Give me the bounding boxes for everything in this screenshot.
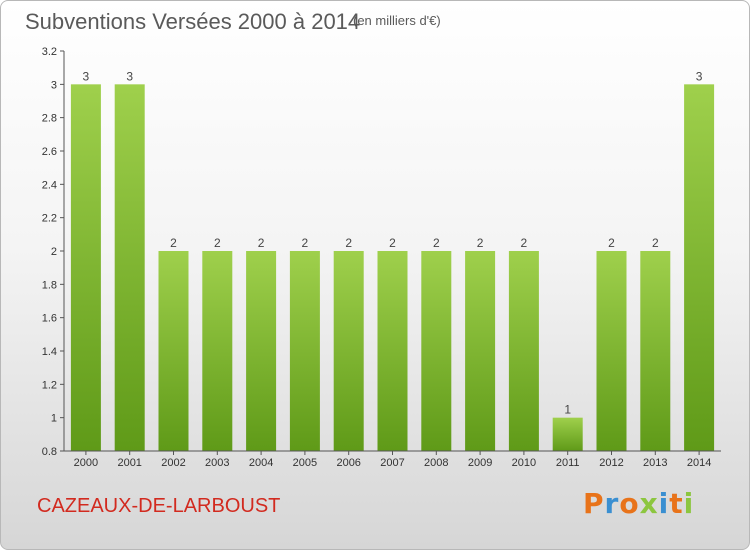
chart-title: Subventions Versées 2000 à 2014 (25, 9, 361, 34)
bar-2003 (202, 251, 233, 451)
logo-letter: r (604, 487, 620, 520)
value-label: 2 (170, 236, 177, 250)
bar-2013 (640, 251, 671, 451)
y-tick-label: 2.8 (42, 113, 57, 125)
value-label: 2 (302, 236, 309, 250)
value-label: 2 (258, 236, 265, 250)
bar-2004 (246, 251, 277, 451)
bar-2008 (421, 251, 452, 451)
x-tick-label: 2010 (512, 457, 536, 469)
bar-2012 (596, 251, 627, 451)
value-label: 2 (477, 236, 484, 250)
x-tick-label: 2008 (424, 457, 448, 469)
logo-letter: t (669, 487, 684, 520)
bar-2009 (465, 251, 496, 451)
bar-2001 (114, 84, 145, 451)
value-label: 1 (564, 403, 571, 417)
x-tick-label: 2007 (380, 457, 404, 469)
x-tick-label: 2003 (205, 457, 229, 469)
x-tick-label: 2005 (293, 457, 317, 469)
y-tick-label: 1.2 (42, 379, 57, 391)
bar-2000 (70, 84, 101, 451)
value-label: 2 (214, 236, 221, 250)
y-tick-label: 2.4 (42, 179, 57, 191)
y-tick-label: 3 (51, 79, 57, 91)
y-tick-label: 2.6 (42, 146, 57, 158)
x-tick-label: 2004 (249, 457, 273, 469)
bar-2006 (333, 251, 364, 451)
logo-letter: x (639, 487, 659, 520)
value-label: 3 (83, 69, 90, 83)
value-label: 2 (389, 236, 396, 250)
x-tick-label: 2009 (468, 457, 492, 469)
x-tick-label: 2013 (643, 457, 667, 469)
x-tick-label: 2014 (687, 457, 711, 469)
value-label: 2 (433, 236, 440, 250)
bar-2007 (377, 251, 408, 451)
proxiti-logo: Proxiti (583, 487, 694, 520)
x-tick-label: 2001 (117, 457, 141, 469)
value-label: 2 (521, 236, 528, 250)
chart-subtitle: (en milliers d'€) (353, 13, 441, 28)
y-tick-label: 0.8 (42, 446, 57, 458)
commune-name: CAZEAUX-DE-LARBOUST (37, 495, 281, 517)
y-tick-label: 2.2 (42, 213, 57, 225)
y-tick-label: 2 (51, 246, 57, 258)
x-tick-label: 2012 (599, 457, 623, 469)
logo-letter: P (583, 487, 605, 520)
y-tick-label: 1.6 (42, 313, 57, 325)
bar-2010 (508, 251, 539, 451)
y-tick-label: 1.4 (42, 346, 57, 358)
bar-2011 (552, 417, 583, 451)
logo-letter: i (658, 487, 670, 520)
x-tick-label: 2002 (161, 457, 185, 469)
bar-2002 (158, 251, 189, 451)
logo-letter: o (619, 487, 640, 520)
y-tick-label: 1.8 (42, 279, 57, 291)
value-label: 2 (652, 236, 659, 250)
bar-2014 (684, 84, 715, 451)
value-label: 3 (696, 69, 703, 83)
x-tick-label: 2006 (336, 457, 360, 469)
y-tick-label: 3.2 (42, 46, 57, 58)
value-label: 2 (345, 236, 352, 250)
x-tick-label: 2011 (556, 457, 580, 469)
value-label: 3 (126, 69, 133, 83)
bar-2005 (289, 251, 320, 451)
x-tick-label: 2000 (74, 457, 98, 469)
y-tick-label: 1 (51, 413, 57, 425)
value-label: 2 (608, 236, 615, 250)
logo-letter: i (683, 487, 695, 520)
